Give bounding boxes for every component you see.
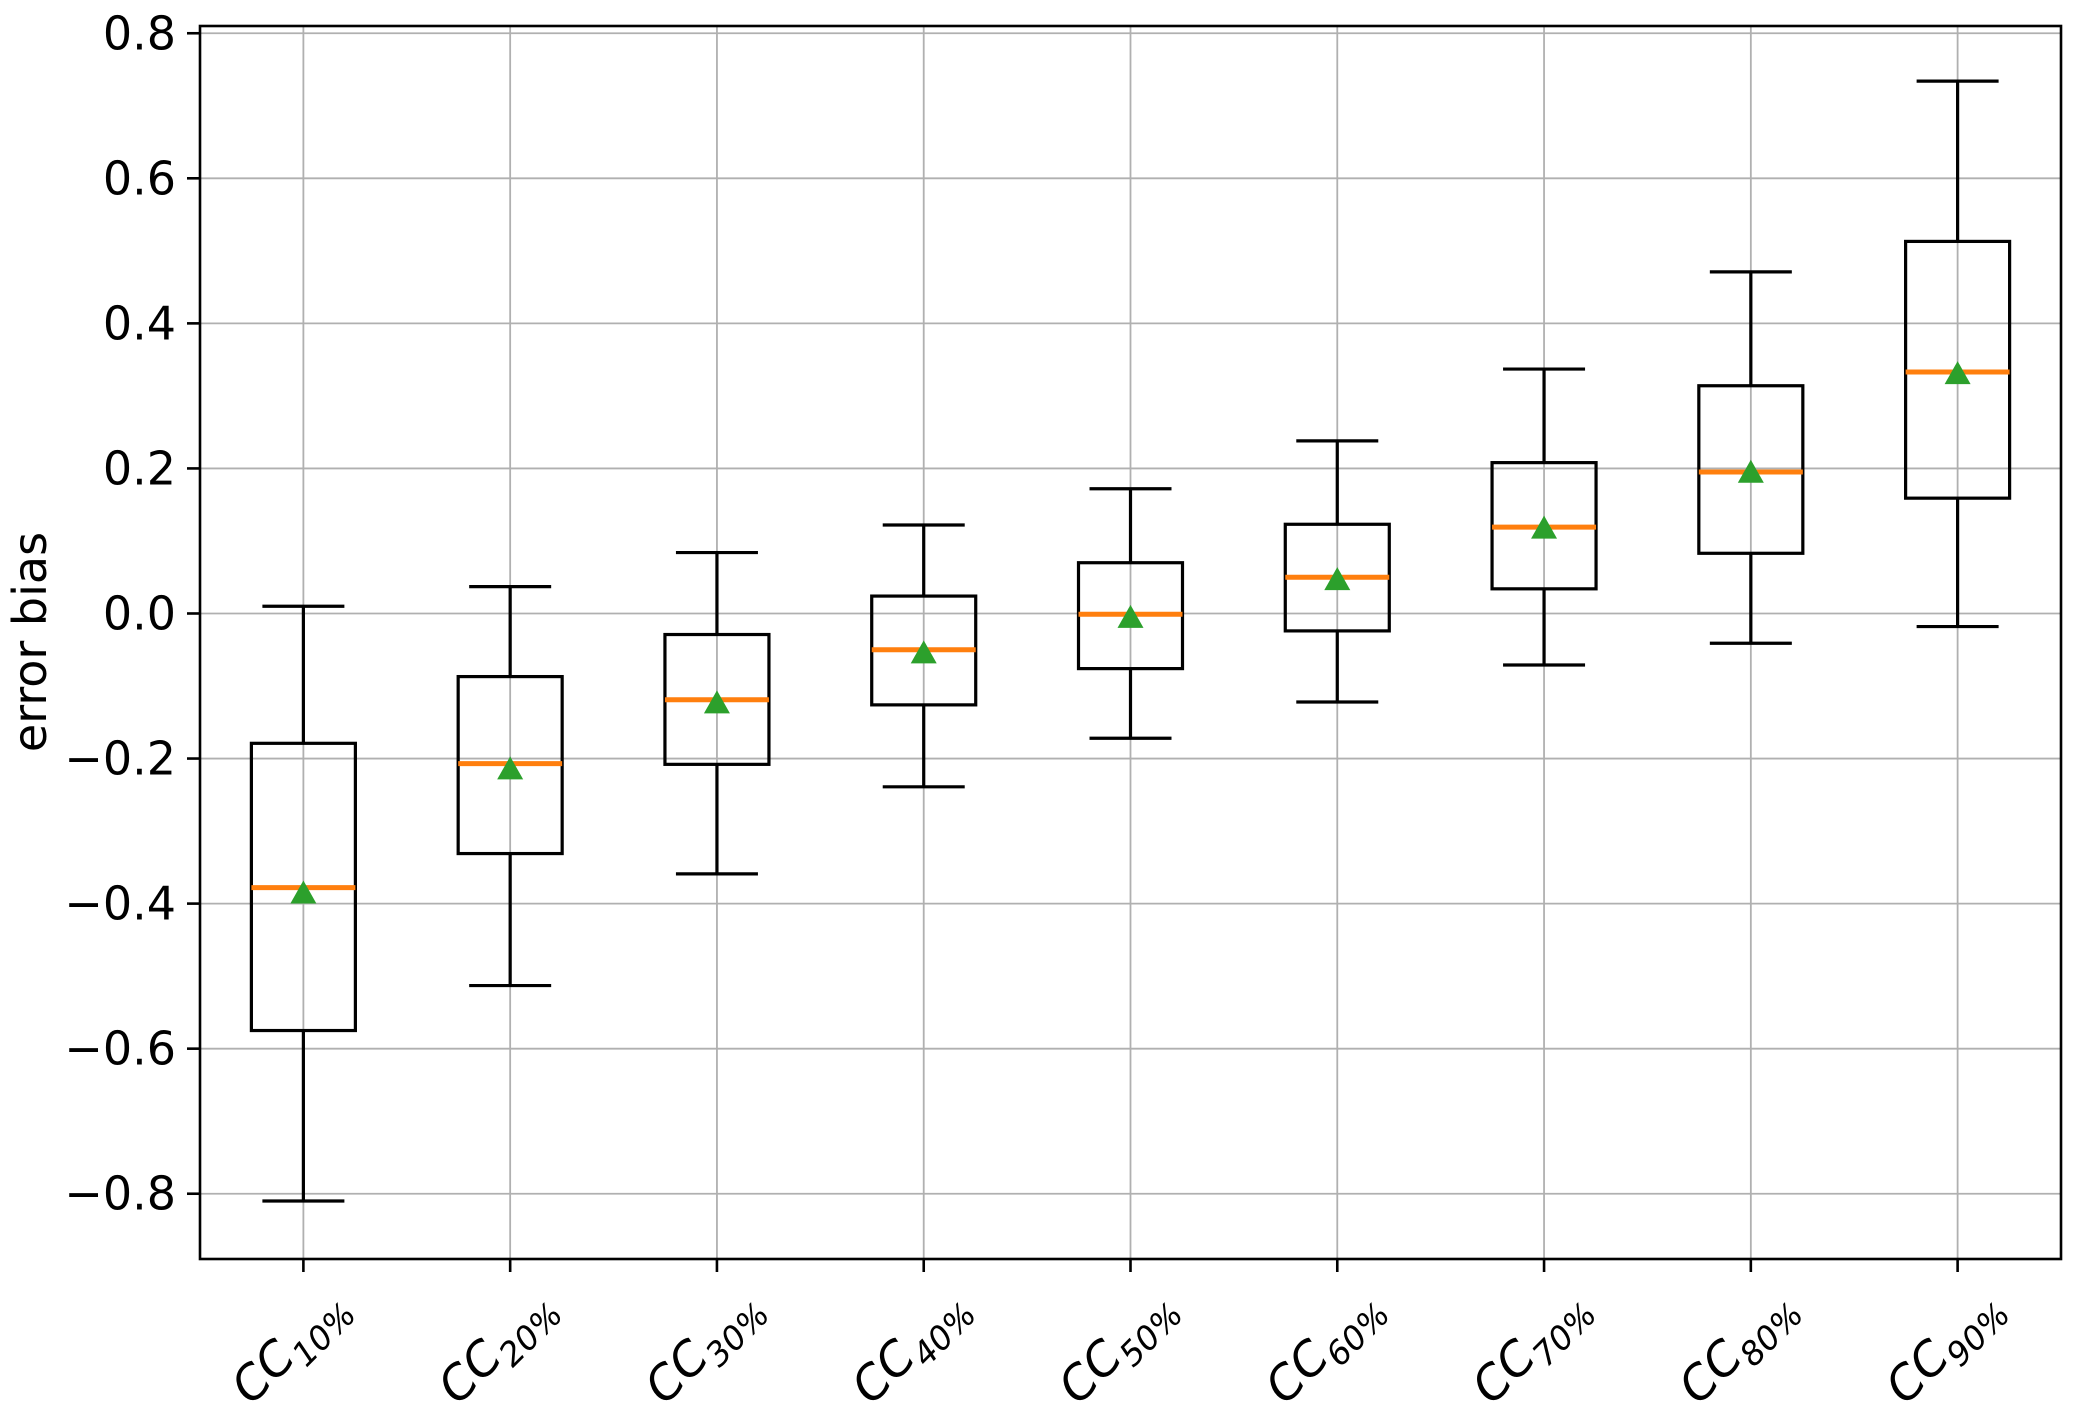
x-tick-label-CC80%: CC80% — [1668, 1278, 1811, 1421]
x-tick-label-CC90%: CC90% — [1875, 1278, 2018, 1421]
x-tick-label-subscript: 60% — [1318, 1295, 1397, 1374]
mean-triangle-marker — [1531, 515, 1558, 539]
y-tick-label: 0.0 — [103, 586, 176, 640]
mean-triangle-marker — [1737, 459, 1764, 483]
iqr-box-CC80% — [1697, 384, 1805, 555]
x-tick-label-subscript: 40% — [904, 1295, 983, 1374]
mean-triangle-marker — [1324, 567, 1351, 591]
y-tick-label: 0.8 — [103, 6, 176, 60]
mean-triangle-marker — [497, 756, 524, 780]
y-axis-label: error bias — [3, 532, 57, 752]
mean-triangle-marker — [703, 690, 730, 714]
x-tick-label-CC20%: CC20% — [427, 1278, 570, 1421]
y-tick-label: −0.4 — [64, 877, 176, 931]
axes-layer: 0.8 0.6 0.4 0.2 0.0 −0.2 −0.4 −0.6 −0.8 CC10% CC20… — [64, 6, 2063, 1421]
x-tick-label-CC70%: CC70% — [1461, 1278, 1604, 1421]
x-tick-label-subscript: 90% — [1938, 1295, 2017, 1374]
mean-triangle-marker — [290, 880, 317, 904]
x-tick-label-CC60%: CC60% — [1255, 1278, 1398, 1421]
y-tick-label: −0.8 — [64, 1167, 176, 1221]
y-tick-label: −0.2 — [64, 732, 176, 786]
x-tick-label-CC10%: CC10% — [221, 1278, 364, 1421]
mean-triangle-marker — [1944, 361, 1971, 385]
y-tick-label: 0.4 — [103, 296, 176, 350]
y-tick-label: −0.6 — [64, 1022, 176, 1076]
x-tick-label-CC30%: CC30% — [634, 1278, 777, 1421]
x-tick-label-subscript: 70% — [1525, 1295, 1604, 1374]
x-tick-label-subscript: 80% — [1732, 1295, 1811, 1374]
y-tick-label: 0.6 — [103, 151, 176, 205]
x-tick-label-subscript: 50% — [1111, 1295, 1190, 1374]
mean-triangle-marker — [1117, 604, 1144, 628]
x-tick-label-CC50%: CC50% — [1048, 1278, 1191, 1421]
x-tick-label-subscript: 10% — [284, 1295, 363, 1374]
boxes-layer — [249, 79, 2012, 1203]
y-tick-label: 0.2 — [103, 441, 176, 495]
x-tick-label-subscript: 20% — [491, 1295, 570, 1374]
x-tick-label-subscript: 30% — [698, 1295, 777, 1374]
mean-triangle-marker — [910, 640, 937, 664]
x-tick-label-CC40%: CC40% — [841, 1278, 984, 1421]
